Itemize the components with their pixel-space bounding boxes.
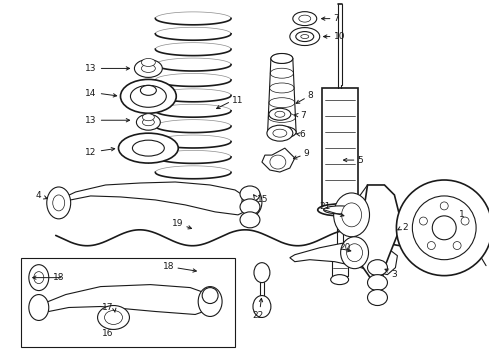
Text: 19: 19 [172,219,183,228]
Polygon shape [37,285,218,315]
Ellipse shape [141,85,156,95]
Text: 2: 2 [402,223,408,232]
Ellipse shape [132,140,164,156]
Text: 20: 20 [340,243,351,252]
Circle shape [432,216,456,240]
Text: 7: 7 [300,111,306,120]
Ellipse shape [293,12,317,26]
Ellipse shape [254,263,270,283]
Ellipse shape [267,125,293,141]
Text: 3: 3 [392,270,397,279]
Ellipse shape [47,187,71,219]
Ellipse shape [368,275,388,291]
Text: 13: 13 [85,116,97,125]
Ellipse shape [104,310,122,324]
Ellipse shape [98,306,129,329]
Text: 9: 9 [304,149,310,158]
Text: 13: 13 [85,64,97,73]
Ellipse shape [270,83,294,93]
Polygon shape [262,148,295,172]
Ellipse shape [53,195,65,211]
Text: 14: 14 [85,89,97,98]
Text: 8: 8 [308,91,314,100]
Ellipse shape [269,98,295,108]
Ellipse shape [240,212,260,228]
Ellipse shape [290,28,319,45]
Text: 21: 21 [319,202,331,211]
Ellipse shape [342,203,362,227]
Ellipse shape [268,127,296,137]
Circle shape [440,202,448,210]
Text: 22: 22 [252,311,264,320]
Text: 15: 15 [257,195,269,204]
Circle shape [396,180,490,276]
Ellipse shape [301,35,309,39]
Text: 18: 18 [53,273,65,282]
Ellipse shape [202,288,218,303]
Ellipse shape [121,80,176,113]
Polygon shape [355,185,399,283]
Ellipse shape [134,59,162,77]
Polygon shape [59,182,250,215]
Ellipse shape [271,54,293,63]
Ellipse shape [270,155,286,169]
Ellipse shape [270,68,294,78]
Bar [322,88,358,210]
Circle shape [427,242,435,249]
Ellipse shape [247,195,257,209]
Ellipse shape [275,111,285,117]
Polygon shape [290,242,397,275]
Circle shape [461,217,469,225]
Ellipse shape [253,296,271,318]
Text: 18: 18 [163,262,174,271]
Ellipse shape [269,108,291,120]
Text: 17: 17 [102,303,114,312]
Bar [404,210,434,250]
Ellipse shape [240,199,260,215]
Ellipse shape [29,265,49,291]
Circle shape [453,242,461,249]
Text: 4: 4 [36,192,42,201]
Ellipse shape [318,204,362,216]
Text: 12: 12 [85,148,97,157]
Ellipse shape [346,244,363,262]
Ellipse shape [268,112,295,122]
Circle shape [413,196,476,260]
Text: 7: 7 [334,14,340,23]
Bar [332,248,347,276]
Ellipse shape [198,287,222,316]
Ellipse shape [273,129,287,137]
Ellipse shape [29,294,49,320]
Text: 10: 10 [334,32,345,41]
Ellipse shape [331,275,348,285]
Text: 16: 16 [102,329,113,338]
Ellipse shape [240,186,260,202]
Text: 11: 11 [232,96,244,105]
Circle shape [419,217,427,225]
Ellipse shape [299,15,311,22]
Ellipse shape [296,32,314,41]
Ellipse shape [34,272,44,284]
Ellipse shape [271,54,293,63]
Ellipse shape [142,58,155,67]
Ellipse shape [341,237,368,269]
Ellipse shape [242,188,262,216]
Ellipse shape [368,289,388,306]
Ellipse shape [324,206,356,214]
Ellipse shape [119,133,178,163]
Text: 5: 5 [358,156,363,165]
Ellipse shape [143,119,154,126]
Ellipse shape [368,260,388,276]
Ellipse shape [268,126,296,138]
Bar [21,258,235,347]
Ellipse shape [334,193,369,237]
Ellipse shape [142,64,155,72]
Ellipse shape [143,114,154,121]
Text: 1: 1 [459,210,465,219]
Text: 6: 6 [300,130,306,139]
Ellipse shape [130,85,166,107]
Ellipse shape [136,114,160,130]
